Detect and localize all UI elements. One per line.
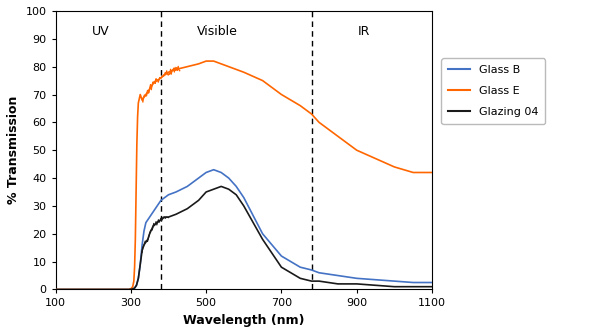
X-axis label: Wavelength (nm): Wavelength (nm) [183,314,305,327]
Legend: Glass B, Glass E, Glazing 04: Glass B, Glass E, Glazing 04 [442,58,545,124]
Text: UV: UV [92,25,110,38]
Y-axis label: % Transmission: % Transmission [7,96,20,204]
Text: IR: IR [358,25,370,38]
Text: Visible: Visible [197,25,238,38]
